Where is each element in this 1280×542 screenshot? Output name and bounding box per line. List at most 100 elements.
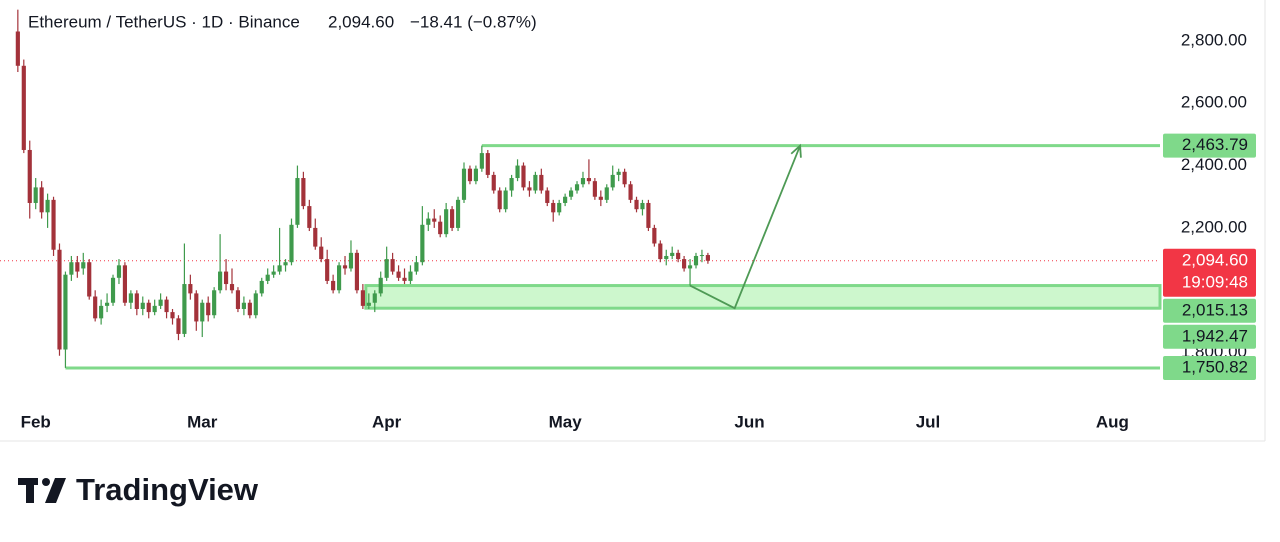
candle-body [360,290,365,306]
candle-body [75,262,80,272]
x-tick-label: May [549,412,583,431]
candle-body [265,274,270,281]
candle-body [15,31,20,66]
price-label-box [1163,324,1256,349]
candle-body [158,299,163,306]
candle-body [122,265,128,303]
candle-body [253,293,258,316]
candle-body [325,259,330,281]
candle-body [670,252,675,256]
candle-body [27,149,32,203]
candle-body [57,249,62,350]
candle-body [378,277,383,294]
header-price: 2,094.60 [328,12,394,31]
candle-body [568,190,574,197]
candle-body [342,265,348,269]
candle-body [307,206,312,228]
candle-body [539,174,544,191]
candle-body [259,280,264,294]
candle-body [414,262,419,272]
candle-body [420,224,425,263]
candle-body [396,271,401,278]
candle-body [140,302,145,309]
candle-body [533,174,538,191]
candle-body [652,227,657,244]
candle-body [640,202,645,210]
candle-body [461,168,467,200]
candle-body [313,227,318,247]
candle-body [229,284,235,291]
candle-body [527,187,532,191]
candle-body [503,190,508,210]
candle-body [693,255,699,266]
candle-body [247,302,252,316]
candle-body [622,171,627,185]
x-tick-label: Apr [372,412,402,431]
candle-body [99,305,104,319]
brand: TradingView [76,472,259,507]
candle-body [426,218,431,225]
candle-body [33,187,38,203]
candle-body [110,277,116,303]
candle-body [521,165,526,188]
candle-body [598,196,603,200]
candle-body [467,168,473,182]
candle-body [87,262,92,297]
candle-body [295,178,300,225]
candle-body [408,271,413,281]
candle-body [509,178,514,191]
candle-body [438,221,443,235]
x-tick-label: Jul [916,412,941,431]
candle-body [45,199,50,213]
candle-body [188,284,193,294]
price-label: 2,015.13 [1182,300,1248,319]
candle-body [705,255,710,261]
candle-body [235,290,241,309]
candle-body [301,178,306,207]
candle-body [366,302,371,306]
candle-body [551,202,556,213]
candle-body [628,184,633,200]
price-label-box [1163,355,1256,380]
candle-body [444,209,449,235]
candle-body [372,293,377,303]
candle-body [676,252,681,260]
candle-body [336,265,342,291]
logo-icon [26,478,34,503]
candle-body [283,262,288,266]
candle-body [223,271,229,285]
candle-body [491,174,496,191]
candle-body [616,171,621,175]
candle-body [164,299,169,313]
candle-body [574,184,580,191]
symbol: Ethereum / TetherUS · 1D · Binance [28,12,300,31]
candle-body [241,302,246,309]
x-tick-label: Mar [187,412,218,431]
candle-body [319,246,324,260]
projection-path [689,145,801,310]
candle-body [497,190,502,210]
price-label: 2,094.60 [1182,250,1248,269]
candle-body [455,199,461,228]
candle-body [479,153,484,169]
logo-icon [42,478,50,486]
candle-body [146,302,151,313]
candle-body [515,165,520,179]
price-label: 1,750.82 [1182,357,1248,376]
candle-body [182,284,187,334]
candle-body [473,168,478,182]
candle-body [348,252,354,269]
candle-body [580,178,586,185]
candle-body [450,209,455,228]
candle-body [69,262,74,275]
candle-body [402,277,407,281]
candle-body [152,305,157,313]
candle-body [390,259,395,272]
candle-body [604,187,609,200]
candle-body [218,271,223,291]
candle-body [93,296,98,319]
candle-body [432,218,437,222]
candle-body [39,187,44,213]
candle-body [21,65,26,150]
logo-icon [45,478,66,503]
